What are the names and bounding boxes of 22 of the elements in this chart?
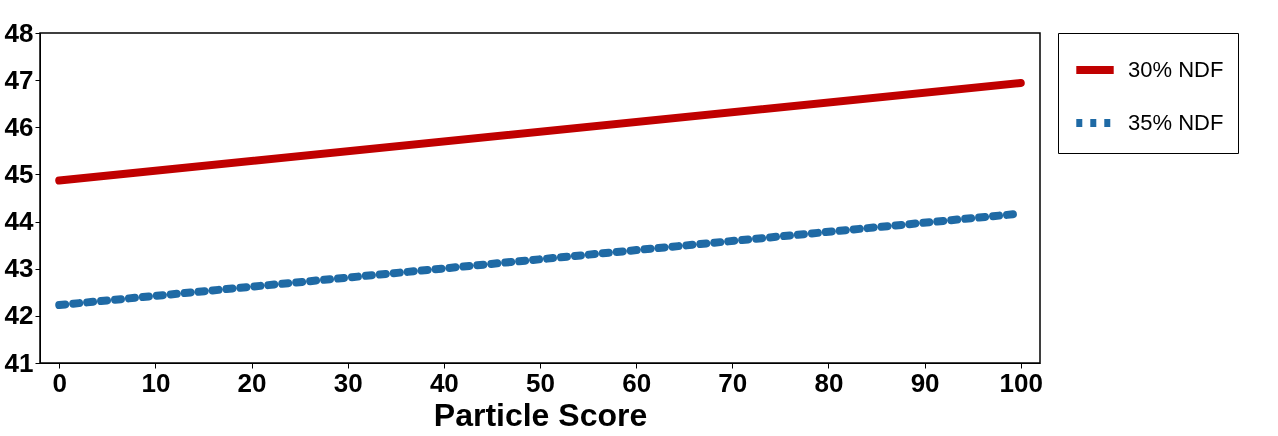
x-tick-label: 50 <box>526 367 555 398</box>
y-tick-label: 42 <box>4 300 34 331</box>
x-tick-label: 20 <box>237 367 267 398</box>
y-tick-label: 43 <box>4 253 34 284</box>
legend-label: 30% NDF <box>1128 57 1224 82</box>
y-tick-label: 45 <box>4 158 34 189</box>
y-tick-label: 46 <box>4 111 34 142</box>
x-tick-label: 70 <box>718 367 748 398</box>
x-tick-label: 30 <box>333 367 363 398</box>
x-tick-label: 40 <box>429 367 459 398</box>
y-tick-label: 47 <box>4 64 34 95</box>
y-tick-label: 48 <box>4 17 34 48</box>
x-tick-label: 100 <box>999 367 1043 398</box>
x-tick-label: 0 <box>52 367 67 398</box>
x-axis-title: Particle Score <box>433 396 648 433</box>
legend-label: 35% NDF <box>1128 110 1224 135</box>
x-tick-label: 90 <box>910 367 940 398</box>
x-tick-label: 80 <box>814 367 844 398</box>
x-tick-label: 10 <box>141 367 171 398</box>
y-tick-label: 44 <box>4 206 35 237</box>
y-tick-label: 41 <box>4 347 34 378</box>
x-tick-label: 60 <box>622 367 652 398</box>
